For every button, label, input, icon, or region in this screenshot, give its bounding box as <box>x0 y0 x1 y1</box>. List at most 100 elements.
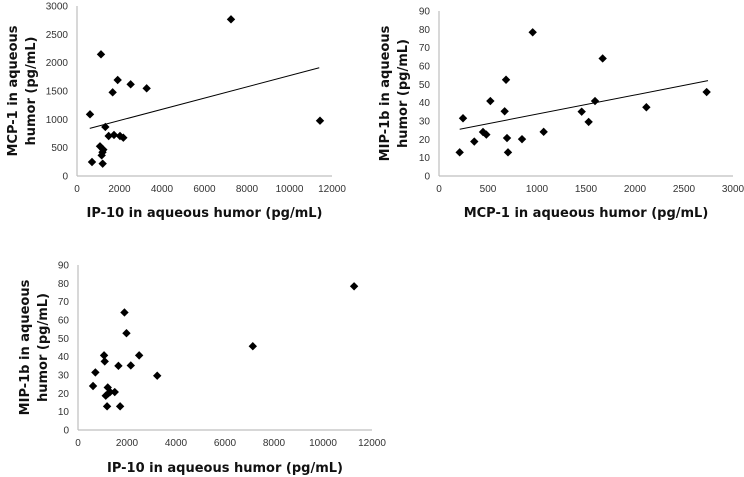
trendline <box>459 80 709 130</box>
data-point <box>120 308 129 317</box>
data-point <box>88 381 98 391</box>
data-point <box>95 142 105 151</box>
x-tick-label: 4000 <box>151 184 174 195</box>
x-axis-title: IP-10 in aqueous humor (pg/mL) <box>87 206 323 221</box>
data-point <box>501 75 511 84</box>
data-point <box>87 157 97 167</box>
x-tick-label: 0 <box>74 184 80 195</box>
y-axis-title: humor (pg/mL) <box>36 293 51 402</box>
data-point <box>500 107 509 116</box>
x-tick-label: 0 <box>75 438 81 449</box>
data-point <box>349 282 359 291</box>
data-point <box>113 75 122 85</box>
data-point <box>315 116 325 125</box>
y-tick-label: 40 <box>419 98 431 109</box>
y-tick-label: 0 <box>62 172 68 183</box>
data-point <box>528 28 537 37</box>
y-tick-label: 10 <box>419 153 431 164</box>
x-axis-title: IP-10 in aqueous humor (pg/mL) <box>107 461 343 476</box>
y-tick-label: 1000 <box>46 115 69 126</box>
data-point <box>153 371 162 380</box>
chart3: 0 10 20 30 40 50 60 70 80 90 0 2000 4000 6000 8000 1000… <box>18 261 386 477</box>
y-axis-title: MCP-1 in aqueous <box>6 25 21 156</box>
data-point <box>642 103 651 112</box>
y-axis-title: MIP-1b in aqueous <box>378 25 393 161</box>
y-tick-label: 0 <box>63 426 69 437</box>
x-tick-label: 4000 <box>165 438 188 449</box>
y-tick-label: 30 <box>419 117 431 128</box>
y-tick-label: 2500 <box>46 30 69 41</box>
x-tick-label: 10000 <box>309 438 337 449</box>
data-point <box>98 159 107 168</box>
data-point <box>539 127 548 137</box>
data-point <box>248 342 258 351</box>
y-tick-label: 70 <box>58 297 70 308</box>
data-point <box>458 114 468 123</box>
chart2: 0 10 20 30 40 50 60 70 80 90 0 500 1000 1500 2000 2500 3… <box>378 7 744 222</box>
data-point <box>134 351 144 360</box>
chart1: 0 500 1000 1500 2000 2500 3000 0 2000 4000 6000 800… <box>6 2 346 222</box>
y-tick-label: 2000 <box>46 58 69 69</box>
x-tick-label: 0 <box>436 184 442 195</box>
data-point <box>122 329 131 338</box>
data-point <box>126 361 135 370</box>
data-point <box>584 117 593 127</box>
data-point <box>104 131 113 141</box>
y-axis-title: humor (pg/mL) <box>24 37 39 146</box>
data-point <box>702 87 711 97</box>
data-point <box>100 357 109 366</box>
data-point <box>142 84 151 93</box>
data-point <box>110 387 119 397</box>
data-point <box>109 130 119 140</box>
data-point <box>590 96 600 106</box>
data-point <box>108 88 117 97</box>
data-point <box>502 133 512 143</box>
x-tick-label: 1500 <box>575 184 598 195</box>
y-tick-label: 40 <box>58 352 70 363</box>
x-tick-label: 2000 <box>624 184 647 195</box>
x-tick-label: 3000 <box>722 184 744 195</box>
y-tick-label: 30 <box>58 371 70 382</box>
x-tick-label: 2500 <box>673 184 696 195</box>
x-tick-label: 8000 <box>263 438 286 449</box>
data-point <box>114 361 123 371</box>
y-tick-label: 20 <box>58 389 70 400</box>
data-point <box>455 148 464 157</box>
y-tick-label: 90 <box>419 7 431 18</box>
data-point <box>91 368 100 377</box>
data-point <box>470 137 479 146</box>
y-tick-label: 10 <box>58 407 70 418</box>
x-tick-label: 6000 <box>193 184 216 195</box>
x-tick-label: 500 <box>480 184 497 195</box>
x-tick-label: 12000 <box>318 184 346 195</box>
y-tick-label: 80 <box>58 279 70 290</box>
y-tick-label: 500 <box>51 143 68 154</box>
data-point <box>577 107 586 116</box>
data-point <box>486 96 495 106</box>
data-point <box>598 54 607 63</box>
data-point <box>101 122 110 132</box>
y-tick-label: 90 <box>58 261 70 272</box>
x-tick-label: 2000 <box>108 184 131 195</box>
y-tick-label: 60 <box>58 316 70 327</box>
x-tick-label: 8000 <box>236 184 259 195</box>
x-tick-label: 10000 <box>276 184 304 195</box>
x-axis-title: MCP-1 in aqueous humor (pg/mL) <box>464 206 709 221</box>
x-tick-label: 2000 <box>116 438 139 449</box>
y-axis-title: humor (pg/mL) <box>396 39 411 148</box>
trendline <box>89 67 320 129</box>
y-tick-label: 20 <box>419 135 431 146</box>
data-point <box>517 134 527 144</box>
y-tick-label: 0 <box>424 172 430 183</box>
y-axis-title: MIP-1b in aqueous <box>18 279 33 415</box>
x-tick-label: 6000 <box>214 438 237 449</box>
data-point <box>85 110 95 119</box>
x-tick-label: 12000 <box>358 438 386 449</box>
data-point <box>482 130 491 139</box>
y-tick-label: 3000 <box>46 2 69 13</box>
data-point <box>96 50 106 59</box>
y-tick-label: 80 <box>419 25 431 36</box>
y-tick-label: 50 <box>419 80 431 91</box>
y-tick-label: 50 <box>58 334 70 345</box>
